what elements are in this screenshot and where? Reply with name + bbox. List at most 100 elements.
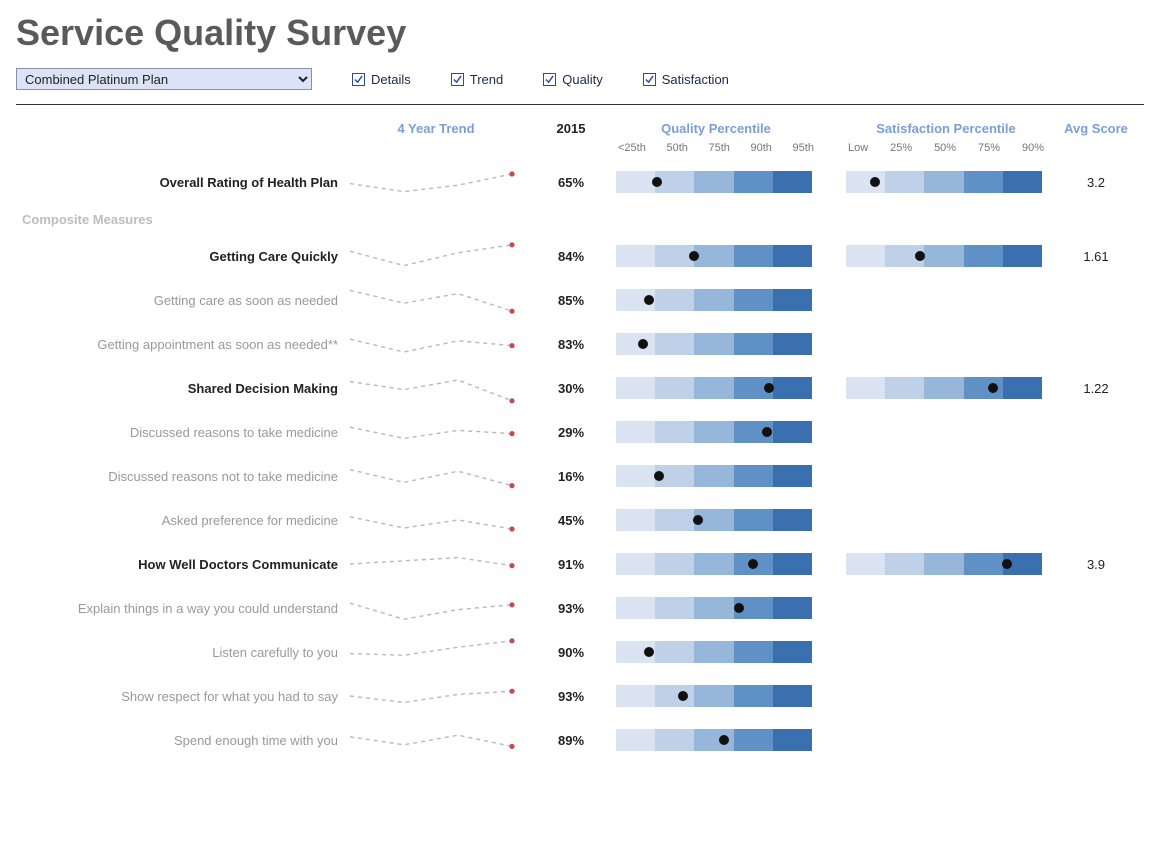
band-segment [924, 377, 963, 399]
band-segment [773, 465, 812, 487]
band-segment [655, 597, 694, 619]
gap [816, 234, 846, 278]
band-segment [773, 553, 812, 575]
sub-spacer-1 [16, 142, 346, 160]
row-label-listen-carefully: Listen carefully to you [16, 630, 346, 674]
band-dot [719, 735, 729, 745]
band-segment [734, 333, 773, 355]
hdr-avg: Avg Score [1046, 121, 1146, 142]
band-dot [644, 295, 654, 305]
avg-score-explain-things [1046, 586, 1146, 630]
band-segment [734, 289, 773, 311]
gap [816, 498, 846, 542]
quality-sublabel: 90th [751, 142, 772, 154]
band-segment [616, 597, 655, 619]
row-label-asked-preference: Asked preference for medicine [16, 498, 346, 542]
band-segment [885, 171, 924, 193]
band-segment [616, 685, 655, 707]
checkbox-details[interactable]: Details [352, 72, 411, 87]
band-segment [964, 171, 1003, 193]
avg-score-discuss-take [1046, 410, 1146, 454]
gap [816, 366, 846, 410]
pct-listen-carefully: 90% [526, 630, 616, 674]
row-label-doctors-communicate: How Well Doctors Communicate [16, 542, 346, 586]
quality-band-discuss-not-take [616, 454, 816, 498]
percentile-band [616, 685, 812, 707]
band-segment [616, 171, 655, 193]
section-spacer [526, 204, 616, 234]
avg-score-getting-appt-soon [1046, 322, 1146, 366]
quality-band-getting-care-quickly [616, 234, 816, 278]
row-label-discuss-not-take: Discussed reasons not to take medicine [16, 454, 346, 498]
band-segment [694, 377, 733, 399]
percentile-band [616, 597, 812, 619]
checkbox-satisfaction[interactable]: Satisfaction [643, 72, 729, 87]
sub-spacer-3 [526, 142, 616, 160]
satisfaction-band-spend-time [846, 718, 1046, 762]
band-segment [924, 171, 963, 193]
row-label-show-respect: Show respect for what you had to say [16, 674, 346, 718]
pct-discuss-take: 29% [526, 410, 616, 454]
dashboard-page: Service Quality Survey Combined Platinum… [0, 0, 1160, 782]
satisfaction-band-discuss-take [846, 410, 1046, 454]
row-label-overall: Overall Rating of Health Plan [16, 160, 346, 204]
band-dot [654, 471, 664, 481]
gap [816, 630, 846, 674]
band-segment [734, 245, 773, 267]
pct-getting-appt-soon: 83% [526, 322, 616, 366]
pct-shared-decision: 30% [526, 366, 616, 410]
checkbox-label: Satisfaction [662, 72, 729, 87]
band-segment [773, 289, 812, 311]
quality-sublabel: <25th [618, 142, 646, 154]
row-label-explain-things: Explain things in a way you could unders… [16, 586, 346, 630]
quality-sublabel: 95th [793, 142, 814, 154]
page-title: Service Quality Survey [16, 12, 1144, 54]
band-dot [638, 339, 648, 349]
quality-band-overall [616, 160, 816, 204]
band-segment [885, 553, 924, 575]
hdr-trend: 4 Year Trend [346, 121, 526, 142]
plan-select[interactable]: Combined Platinum Plan [16, 68, 312, 90]
section-spacer [1046, 204, 1146, 234]
checkbox-trend[interactable]: Trend [451, 72, 503, 87]
controls-bar: Combined Platinum Plan Details Trend Quali… [16, 68, 1144, 100]
gap [816, 454, 846, 498]
checkbox-label: Trend [470, 72, 503, 87]
band-segment [694, 597, 733, 619]
percentile-band [616, 377, 812, 399]
band-segment [734, 685, 773, 707]
hdr-satisfaction: Satisfaction Percentile [846, 121, 1046, 142]
band-dot [678, 691, 688, 701]
band-segment [846, 377, 885, 399]
percentile-band [846, 377, 1042, 399]
band-segment [694, 245, 733, 267]
band-segment [846, 553, 885, 575]
band-dot [693, 515, 703, 525]
checkbox-box-icon [643, 73, 656, 86]
quality-band-spend-time [616, 718, 816, 762]
checkbox-box-icon [543, 73, 556, 86]
satisfaction-band-doctors-communicate [846, 542, 1046, 586]
sub-gap [816, 142, 846, 160]
sparkline-discuss-not-take [346, 454, 526, 498]
sparkline-discuss-take [346, 410, 526, 454]
row-label-getting-care-quickly: Getting Care Quickly [16, 234, 346, 278]
satisfaction-band-getting-care-quickly [846, 234, 1046, 278]
checkbox-quality[interactable]: Quality [543, 72, 602, 87]
band-segment [734, 641, 773, 663]
avg-score-getting-care-quickly: 1.61 [1046, 234, 1146, 278]
percentile-band [616, 333, 812, 355]
satisfaction-sublabel: Low [848, 142, 868, 154]
pct-explain-things: 93% [526, 586, 616, 630]
percentile-band [616, 171, 812, 193]
band-segment [616, 245, 655, 267]
satisfaction-sublabel: 75% [978, 142, 1000, 154]
quality-sublabels: <25th50th75th90th95th [616, 142, 816, 160]
band-segment [924, 553, 963, 575]
satisfaction-band-show-respect [846, 674, 1046, 718]
row-label-shared-decision: Shared Decision Making [16, 366, 346, 410]
band-dot [689, 251, 699, 261]
avg-score-spend-time [1046, 718, 1146, 762]
band-segment [655, 377, 694, 399]
band-dot [762, 427, 772, 437]
